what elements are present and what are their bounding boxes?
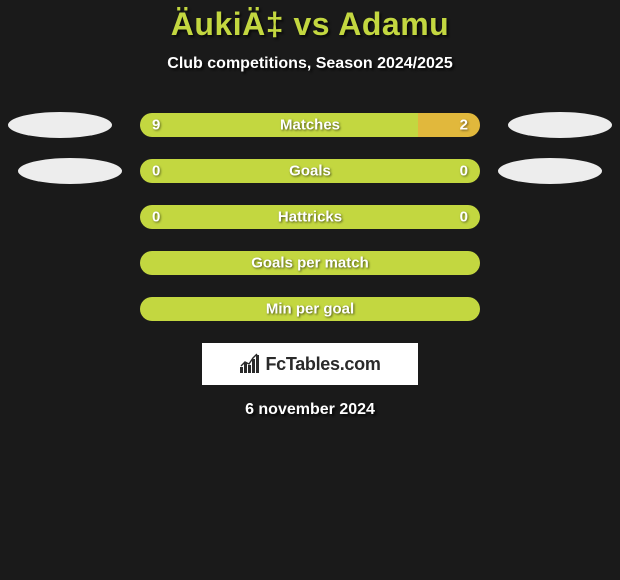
date-label: 6 november 2024: [0, 401, 620, 419]
stat-value-left: 9: [152, 117, 160, 134]
comparison-row: Goals per match: [0, 251, 620, 275]
stat-value-left: 0: [152, 209, 160, 226]
stat-bar: 0 0 Hattricks: [140, 205, 480, 229]
comparison-container: ÄukiÄ‡ vs Adamu Club competitions, Seaso…: [0, 0, 620, 419]
comparison-row: Min per goal: [0, 297, 620, 321]
player-marker-left: [18, 158, 122, 184]
comparison-row: 9 2 Matches: [0, 113, 620, 137]
stat-value-right: 0: [460, 209, 468, 226]
stat-value-right: 2: [460, 117, 468, 134]
stat-label: Goals per match: [251, 255, 369, 272]
player-marker-right: [508, 112, 612, 138]
comparison-row: 0 0 Hattricks: [0, 205, 620, 229]
logo-text: FcTables.com: [265, 354, 380, 375]
player-marker-left: [8, 112, 112, 138]
stat-label: Goals: [289, 163, 331, 180]
comparison-row: 0 0 Goals: [0, 159, 620, 183]
stat-bar: 0 0 Goals: [140, 159, 480, 183]
player-marker-right: [498, 158, 602, 184]
stat-label: Min per goal: [266, 301, 354, 318]
stat-bar: Goals per match: [140, 251, 480, 275]
bar-segment-right: [418, 113, 480, 137]
stat-bar: Min per goal: [140, 297, 480, 321]
stat-bar: 9 2 Matches: [140, 113, 480, 137]
stat-value-left: 0: [152, 163, 160, 180]
stat-value-right: 0: [460, 163, 468, 180]
logo-box: FcTables.com: [202, 343, 418, 385]
page-subtitle: Club competitions, Season 2024/2025: [0, 55, 620, 73]
page-title: ÄukiÄ‡ vs Adamu: [0, 6, 620, 43]
logo: FcTables.com: [239, 353, 380, 375]
comparison-rows: 9 2 Matches 0 0 Goals 0 0 Hattricks Goals per mat…: [0, 113, 620, 321]
stat-label: Hattricks: [278, 209, 342, 226]
stat-label: Matches: [280, 117, 340, 134]
barchart-icon: [239, 353, 261, 375]
